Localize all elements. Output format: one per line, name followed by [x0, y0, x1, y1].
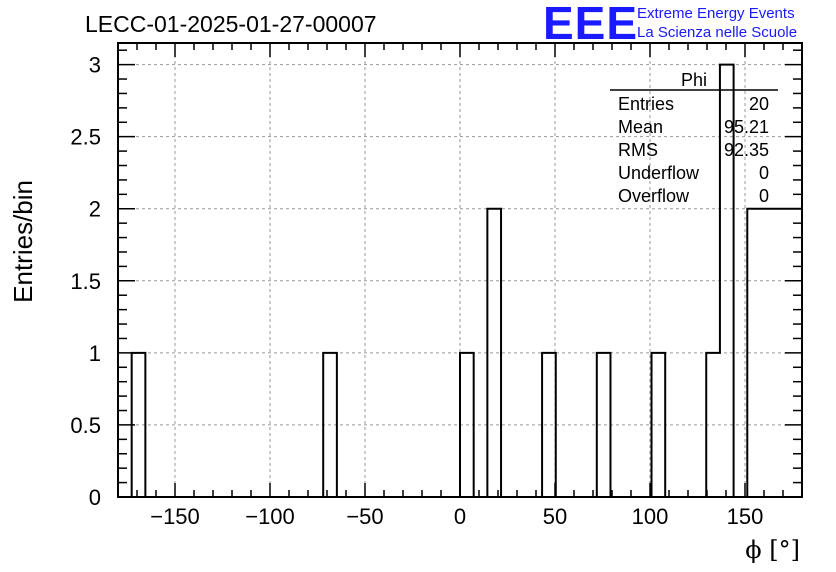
stats-label: Entries	[618, 94, 674, 114]
stats-box: Phi Entries 20 Mean 95.21 RMS 92.35 Underflow 0…	[610, 70, 778, 206]
stats-label: Mean	[618, 117, 663, 137]
y-tick-label: 2.5	[70, 125, 101, 150]
tick-labels: −150 −100 −50 0 50 100 150 0 0.5 1 1.5 2 2.5 3	[70, 53, 763, 529]
stats-value: 20	[749, 94, 769, 114]
histogram-title: LECC-01-2025-01-27-00007	[85, 11, 377, 37]
stats-box-title: Phi	[681, 70, 707, 90]
x-tick-label: 0	[454, 504, 466, 529]
y-axis-label: Entries/bin	[8, 180, 38, 303]
y-tick-label: 1	[89, 341, 101, 366]
y-tick-label: 0	[89, 485, 101, 510]
y-tick-label: 0.5	[70, 413, 101, 438]
x-tick-label: −50	[346, 504, 383, 529]
x-tick-label: −100	[245, 504, 295, 529]
x-tick-label: 100	[632, 504, 669, 529]
x-tick-label: 150	[727, 504, 764, 529]
y-tick-label: 1.5	[70, 269, 101, 294]
stats-value: 0	[759, 163, 769, 183]
eee-logo: EEE	[543, 0, 639, 49]
stats-value: 0	[759, 186, 769, 206]
axis-ticks	[117, 43, 803, 498]
x-axis-label: ϕ [°]	[745, 536, 800, 564]
stats-label: Underflow	[618, 163, 700, 183]
x-tick-label: −150	[150, 504, 200, 529]
logo-line-2: La Scienza nelle Scuole	[637, 24, 798, 41]
stats-label: Overflow	[618, 186, 690, 206]
stats-label: RMS	[618, 140, 658, 160]
grid	[118, 43, 802, 497]
stats-value: 92.35	[724, 140, 769, 160]
y-tick-label: 2	[89, 197, 101, 222]
histogram-line	[118, 63, 802, 498]
y-tick-label: 3	[89, 53, 101, 78]
stats-value: 95.21	[724, 117, 769, 137]
x-tick-label: 50	[543, 504, 567, 529]
logo-line-1: Extreme Energy Events	[637, 5, 795, 22]
histogram-outline	[118, 63, 802, 498]
